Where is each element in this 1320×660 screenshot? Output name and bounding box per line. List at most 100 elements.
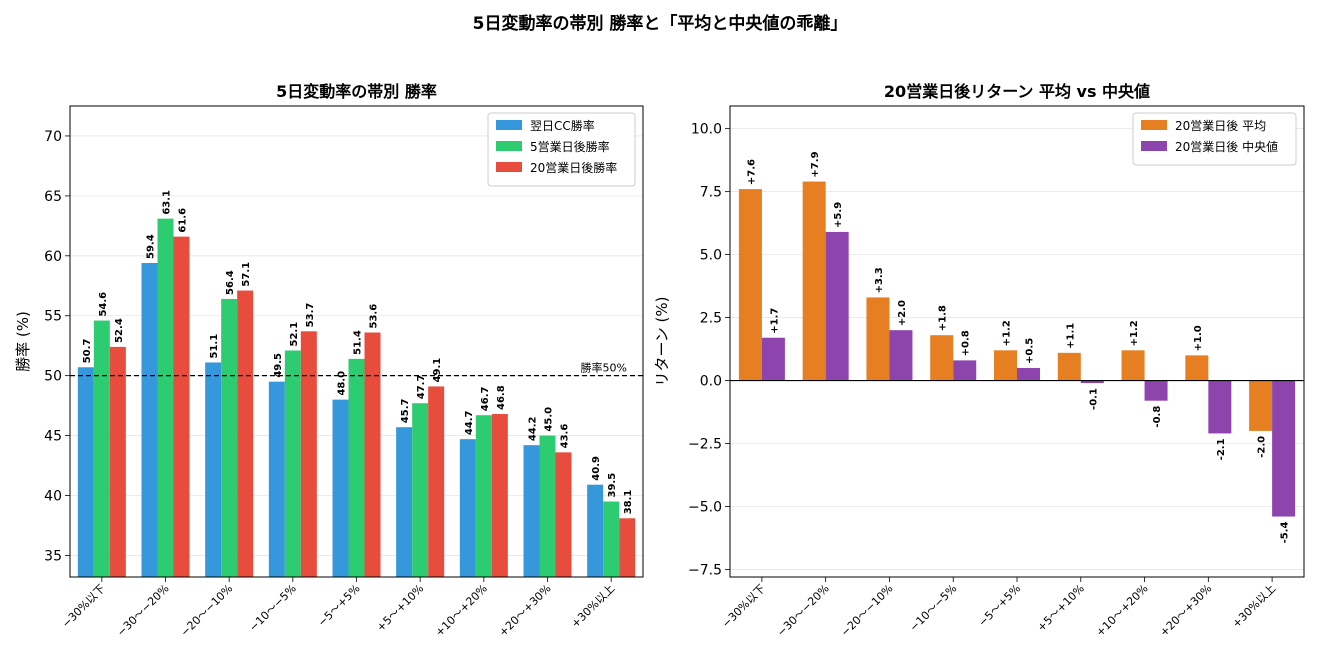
bar-series2: [603, 501, 620, 577]
bar-series2: [539, 435, 556, 577]
bar-series2: [475, 415, 492, 577]
data-label: 38.1: [623, 490, 634, 515]
x-tick-label: −10〜−5%: [247, 582, 299, 634]
bar-series1: [866, 297, 890, 381]
legend-label: 5営業日後勝率: [530, 139, 610, 154]
data-label: -2.0: [1257, 436, 1268, 458]
bar-series1: [994, 350, 1017, 381]
legend-label: 20営業日後勝率: [530, 160, 617, 175]
x-tick-label: −10〜−5%: [907, 582, 959, 634]
y-tick-label: −7.5: [688, 562, 722, 578]
y-tick-label: 35: [44, 548, 62, 564]
x-tick-label: +20〜+30%: [496, 582, 553, 639]
bar-series3: [491, 414, 508, 577]
data-label: 48.0: [337, 371, 348, 396]
x-tick-label: −30〜−20%: [775, 582, 832, 639]
data-label: 59.4: [146, 234, 157, 259]
chart-title: 20営業日後リターン 平均 vs 中央値: [884, 82, 1150, 101]
data-label: +1.2: [1129, 320, 1140, 346]
legend-label: 翌日CC勝率: [530, 118, 595, 133]
data-label: 39.5: [607, 473, 618, 498]
bar-series1: [802, 181, 826, 381]
bar-series1: [1121, 350, 1145, 381]
data-label: 45.7: [400, 398, 411, 423]
data-label: +0.5: [1025, 338, 1036, 364]
data-label: 52.4: [114, 318, 125, 343]
data-label: +2.0: [897, 300, 908, 326]
data-label: 61.6: [178, 208, 189, 233]
bar-series3: [555, 452, 572, 577]
x-tick-label: −30%以下: [59, 582, 108, 631]
data-label: +7.9: [810, 151, 821, 177]
x-tick-label: +30%以上: [569, 582, 618, 631]
y-tick-label: 60: [44, 249, 62, 265]
y-tick-label: −5.0: [688, 499, 722, 515]
bar-series3: [428, 386, 445, 577]
legend-swatch: [1141, 141, 1167, 151]
y-tick-label: 40: [44, 489, 62, 505]
bar-series3: [364, 332, 381, 577]
legend-swatch: [496, 162, 522, 172]
bar-series1: [77, 367, 94, 577]
data-label: 46.7: [480, 386, 491, 411]
bar-series1: [523, 445, 540, 577]
legend-box: [487, 112, 636, 187]
data-label: +0.8: [961, 330, 972, 356]
data-label: +3.3: [874, 267, 885, 293]
data-label: -2.1: [1216, 438, 1227, 460]
legend-swatch: [496, 141, 522, 151]
bar-series2: [221, 298, 238, 577]
data-label: -5.4: [1280, 522, 1291, 544]
bar-series1: [332, 399, 349, 577]
bar-series1: [1249, 380, 1273, 431]
y-axis-label: 勝率 (%): [14, 311, 32, 372]
y-tick-label: 0.0: [700, 374, 722, 390]
x-tick-label: −20〜−10%: [838, 582, 895, 639]
data-label: +1.1: [1065, 323, 1076, 349]
y-tick-label: −2.5: [688, 437, 722, 453]
bar-series2: [93, 320, 110, 577]
data-label: 47.7: [416, 375, 427, 400]
x-tick-label: −30%以下: [719, 582, 768, 631]
data-label: -0.1: [1088, 388, 1099, 410]
data-label: 56.4: [225, 270, 236, 295]
chart-panel-1: 35 40 45 50 55 60 65 70 50.7 59.4 51.1 49.5 48.0 45.7…: [14, 82, 644, 639]
y-tick-label: 7.5: [700, 185, 722, 201]
bar-series1: [587, 484, 604, 577]
y-tick-label: 2.5: [700, 311, 722, 327]
data-label: +1.0: [1193, 325, 1204, 351]
bar-series1: [1057, 352, 1081, 381]
figure-title: 5日変動率の帯別 勝率と「平均と中央値の乖離」: [472, 14, 848, 34]
data-label: -0.8: [1152, 406, 1163, 428]
bar-series2: [1208, 380, 1232, 434]
bar-series3: [237, 290, 254, 577]
bar-series1: [738, 189, 762, 381]
y-tick-label: 50: [44, 369, 62, 385]
x-tick-label: +5〜+10%: [1035, 582, 1087, 634]
bar-series1: [205, 362, 222, 577]
data-label: +1.2: [1002, 320, 1013, 346]
bar-series2: [1272, 380, 1296, 517]
x-tick-label: −5〜+5%: [976, 582, 1023, 629]
x-tick-label: −30〜−20%: [114, 582, 171, 639]
x-tick-label: +20〜+30%: [1157, 582, 1214, 639]
bar-series3: [300, 331, 317, 577]
data-label: 53.6: [369, 304, 380, 329]
data-label: 44.7: [464, 410, 475, 435]
bar-series1: [1185, 355, 1209, 381]
data-label: 40.9: [591, 456, 602, 481]
bar-series1: [396, 427, 413, 577]
bar-series1: [141, 263, 158, 577]
data-label: 54.6: [98, 292, 109, 317]
data-label: +1.7: [769, 308, 780, 334]
data-label: 49.1: [432, 358, 443, 383]
chart-title: 5日変動率の帯別 勝率: [276, 82, 437, 101]
data-label: 53.7: [305, 303, 316, 328]
bar-series2: [761, 337, 785, 381]
bar-series2: [953, 360, 977, 381]
y-tick-label: 65: [44, 189, 62, 205]
bar-series3: [173, 236, 190, 577]
data-label: +5.9: [833, 202, 844, 228]
data-label: 50.7: [82, 339, 93, 364]
